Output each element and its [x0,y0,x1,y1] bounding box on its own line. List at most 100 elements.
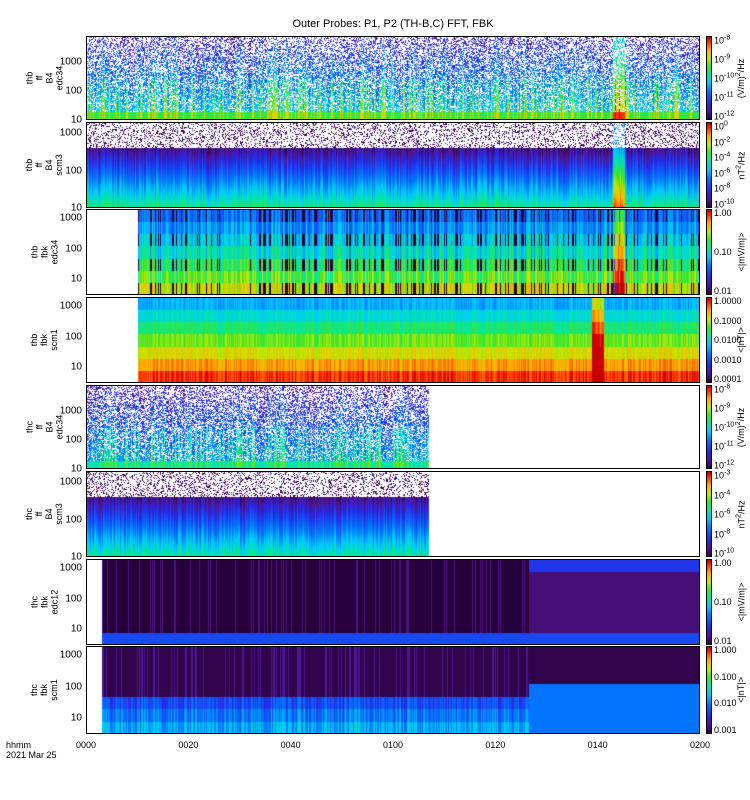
colorbar-tick-exponent: -8 [724,383,731,391]
colorbar-tick-base: 10 [714,548,725,559]
colorbar-tick-base: 10 [714,490,725,500]
y-tick-label: 10 [70,202,82,214]
time-axis-label: hhmm 2021 Mar 25 [6,740,57,760]
colorbar-label-text: (V/m)2/Hz [736,58,747,97]
colorbar-tick-exponent: -11 [724,91,734,99]
spectrogram-panel-thc-fbk-scm1: thc fbk scm1 10 100 1000 [29,646,700,734]
colorbar-tick-label: 10-4 [714,489,730,500]
colorbar-label-part: <|nT|> [736,677,747,703]
colorbar-tick-base: 1.0000 [714,296,742,306]
colorbar-tick-exponent: -10 [724,421,735,429]
colorbar-label-part: /Hz [736,407,747,421]
colorbar-label-text: nT2/Hz [736,500,747,528]
spectrogram-canvas [86,471,700,557]
spectrogram-canvas [86,297,700,383]
spectrogram-image [86,36,700,120]
colorbar-tick-label: 10-12 [714,460,734,471]
colorbar-tick-label: 0.100 [714,672,737,682]
x-tick-label: 0100 [382,740,404,750]
page-title: Outer Probes: P1, P2 (TH-B,C) FFT, FBK [292,18,494,30]
panel-ylabel-text: thb ff B4 scm3 [24,154,64,176]
colorbar-tick-base: 0.01 [714,636,732,646]
x-tick-label: 0120 [485,740,506,750]
colorbar-tick-base: 0.0001 [714,374,742,384]
colorbar-tick-base: 10 [714,183,725,194]
y-tick-label: 10 [70,551,82,563]
panel-ylabel-text: thc fbk scm1 [29,679,59,701]
x-tick-label: 0000 [75,740,97,750]
time-unit-label: hhmm [6,740,32,750]
panel-ylabel-line: thc [24,421,34,434]
colorbar-tick-base: 10 [714,152,725,163]
colorbar-tick-label: 0.10 [714,247,732,257]
y-tick-label: 100 [65,85,82,97]
colorbar-tick-exponent: -6 [724,167,731,175]
spectrogram-canvas [86,122,700,208]
panel-ylabel: thc fbk edc12 [28,559,60,645]
panel-ylabel-line: edc34 [49,239,59,265]
colorbar-tick-base: 10 [714,509,725,520]
colorbar [706,385,712,469]
colorbar-label-part: /Hz [736,151,747,165]
colorbar-tick-base: 10 [714,111,725,122]
spectrogram-image [86,297,700,383]
colorbar-tick-label: 0.0100 [714,335,742,345]
spectrogram-canvas [86,36,700,120]
panel-ylabel-line: B4 [43,508,54,520]
panel-ylabel-line: ff [33,162,44,168]
colorbar-tick-label: 10-9 [714,54,730,65]
colorbar-tick-exponent: -8 [724,182,731,190]
colorbar-label-part: <|mV/m|> [736,232,746,272]
colorbar-tick-base: 1.000 [714,645,737,655]
spectrogram-image [86,471,700,557]
colorbar-tick-base: 0.1000 [714,315,742,326]
colorbar-tick-base: 10 [714,529,725,539]
colorbar-tick-label: 10-4 [714,152,730,163]
colorbar-tick-exponent: -8 [724,34,731,42]
colorbar-label-text: nT2/Hz [736,151,747,179]
colorbar-tick-base: 0.0010 [714,354,742,365]
colorbar-tick-base: 10 [714,73,725,84]
panel-ylabel-line: edc34 [54,65,64,91]
y-tick-label: 10 [70,623,82,635]
colorbar-tick-exponent: -12 [724,110,735,118]
colorbar-tick-label: 0.10 [714,597,732,607]
panel-ylabel: thc ff B4 edc34 [24,385,64,469]
colorbar [706,209,712,295]
colorbar-tick-base: 10 [714,460,725,471]
panel-ylabel-line: ff [34,75,44,81]
colorbar-tick-exponent: -2 [724,136,731,144]
panel-ylabel-line: ff [33,511,44,517]
colorbar-gradient [706,36,712,120]
colorbar-label: <|nT|> [734,297,748,383]
colorbar-label: <|nT|> [734,646,748,734]
colorbar-gradient [706,122,712,208]
y-tick-label: 10 [70,463,82,475]
time-axis: 0000 0020 0040 0100 0120 0140 0200 [76,740,710,760]
panel-ylabel-line: thc [29,596,39,609]
colorbar-tick-label: 10-8 [714,35,730,46]
colorbar-tick-exponent: -12 [724,459,735,467]
panel-ylabel-line: fbk [38,333,49,347]
x-tick-label: 0140 [587,740,608,750]
colorbar-tick-label: 1.0000 [714,296,742,306]
colorbar-tick-base: 10 [714,121,725,132]
colorbar-tick-exponent: -9 [724,53,731,61]
colorbar-tick-label: 10-10 [714,73,734,84]
panel-ylabel-line: thb [24,71,34,85]
colorbar [706,297,712,383]
panel-ylabel-line: thc [28,683,39,697]
panel-ylabel-line: fbk [39,596,49,609]
spectrogram-panel-thc-fbk-edc12: thc fbk edc12 10 100 1000 [29,559,700,645]
colorbar-tick-label: 1.000 [714,645,737,655]
spectrogram-panel-thc-ff-b4-scm3: thc ff B4 scm3 10 100 1000 [24,471,700,563]
colorbar-label-part: <|nT|> [736,327,747,353]
panel-ylabel: thc ff B4 scm3 [24,471,64,557]
colorbar-tick-label: 1.00 [714,558,732,568]
spectrogram-canvas [86,385,700,469]
colorbar-label-text: (V/m)2/Hz [736,407,747,446]
spectrogram-panel-thc-ff-b4-edc34: thc ff B4 edc34 10 100 1000 [24,385,700,475]
colorbar-label: nT2/Hz [734,471,748,557]
panel-ylabel-line: thb [28,333,39,347]
colorbar-tick-base: 10 [714,92,725,103]
